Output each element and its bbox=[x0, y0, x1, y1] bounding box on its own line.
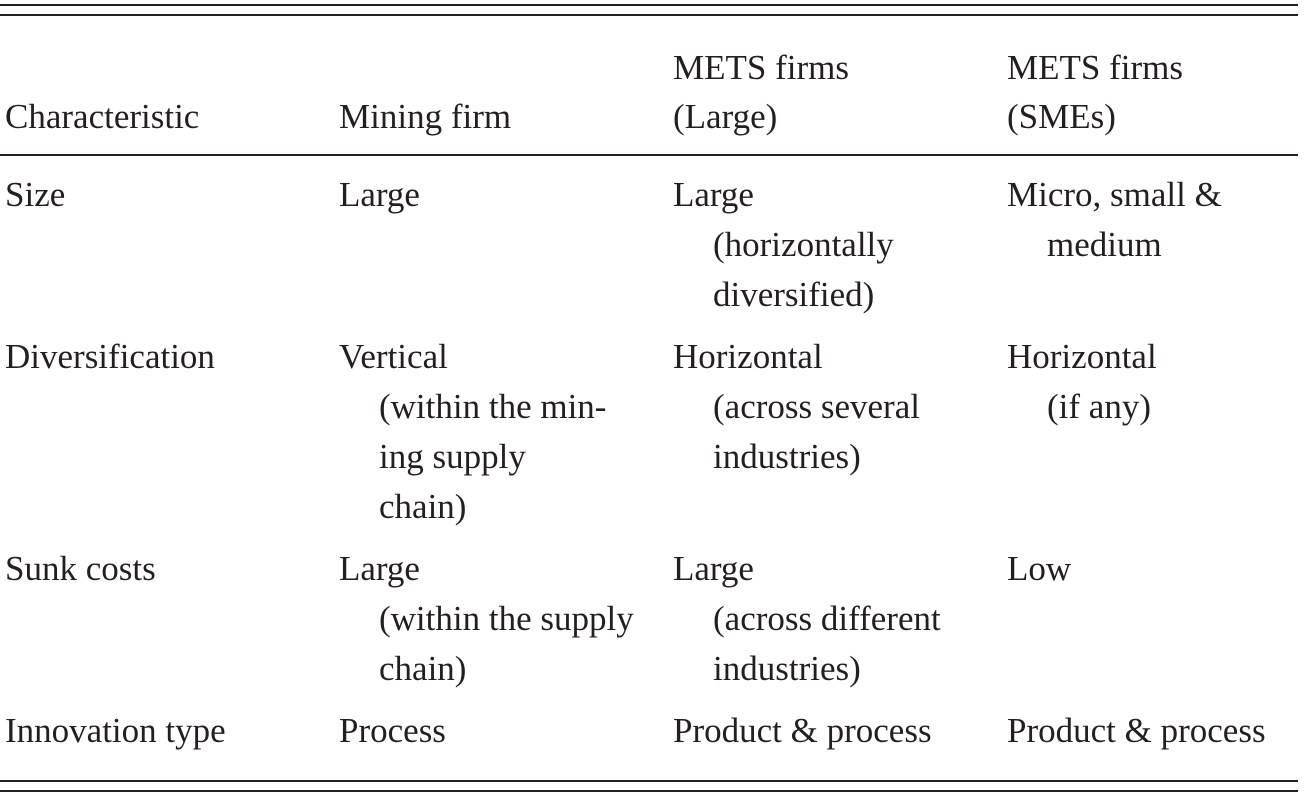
table-cell: ing supply bbox=[379, 437, 526, 476]
header-rule bbox=[0, 154, 1298, 156]
table-cell: chain) bbox=[379, 649, 467, 688]
table-cell: Low bbox=[1007, 549, 1072, 588]
table-cell: Vertical bbox=[339, 337, 448, 376]
table-cell: Horizontal bbox=[1007, 337, 1157, 376]
table-cell: industries) bbox=[713, 437, 861, 476]
table-cell: chain) bbox=[379, 487, 467, 526]
table-cell: Large bbox=[673, 175, 754, 214]
header-cell: (SMEs) bbox=[1007, 97, 1116, 136]
table-cell: Horizontal bbox=[673, 337, 823, 376]
table-cell: Large bbox=[339, 175, 420, 214]
row-label: Innovation type bbox=[5, 711, 226, 750]
table-cell: Large bbox=[339, 549, 420, 588]
table-cell: medium bbox=[1047, 225, 1162, 264]
bottom-rule bbox=[0, 790, 1298, 792]
table-cell: Large bbox=[673, 549, 754, 588]
table-cell: Process bbox=[339, 711, 446, 750]
table-cell: Product & process bbox=[1007, 711, 1266, 750]
header-cell: METS firms bbox=[1007, 48, 1183, 87]
header-cell: METS firms bbox=[673, 48, 849, 87]
header-cell: Characteristic bbox=[5, 97, 200, 136]
row-label: Sunk costs bbox=[5, 549, 156, 588]
header-cell: (Large) bbox=[673, 97, 778, 136]
row-label: Diversification bbox=[5, 337, 215, 376]
top-rule bbox=[0, 14, 1298, 16]
table-cell: Product & process bbox=[673, 711, 932, 750]
table-cell: (if any) bbox=[1047, 387, 1151, 426]
table-cell: Micro, small & bbox=[1007, 175, 1222, 214]
bottom-rule bbox=[0, 780, 1298, 782]
header-cell: Mining firm bbox=[339, 97, 512, 136]
row-label: Size bbox=[5, 175, 66, 214]
table-cell: (horizontally bbox=[713, 225, 894, 264]
table-cell: (within the min- bbox=[379, 387, 607, 426]
table-cell: diversified) bbox=[713, 275, 875, 314]
table-cell: (within the supply bbox=[379, 599, 634, 638]
table-cell: (across several bbox=[713, 387, 920, 426]
table-cell: (across different bbox=[713, 599, 941, 638]
top-rule bbox=[0, 4, 1298, 6]
table-cell: industries) bbox=[713, 649, 861, 688]
